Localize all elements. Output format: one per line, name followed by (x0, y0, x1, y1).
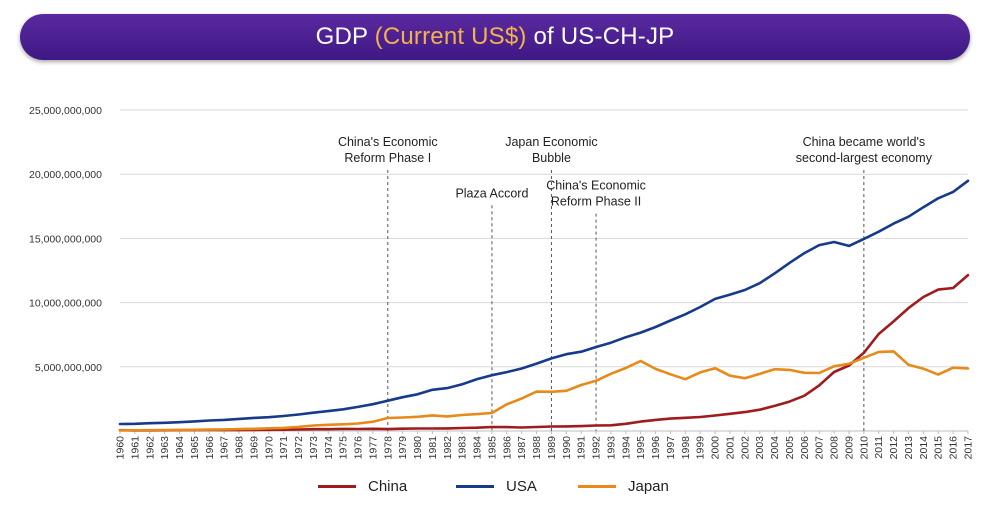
y-tick-label: 15,000,000,000 (29, 233, 102, 245)
title-accent: (Current US$) (374, 23, 527, 50)
x-tick-label: 1964 (174, 436, 186, 460)
x-tick-label: 1989 (546, 436, 558, 460)
x-tick-label: 1985 (486, 436, 498, 460)
x-tick-label: 1983 (457, 436, 469, 460)
annotation-label: China's Economic (546, 179, 646, 193)
x-tick-label: 2014 (918, 436, 930, 460)
legend-label: Japan (628, 478, 669, 495)
y-axis-tick-labels: 5,000,000,000 10,000,000,000 15,000,000,00… (29, 105, 102, 374)
x-tick-label: 1970 (263, 436, 275, 460)
x-tick-label: 1963 (159, 436, 171, 460)
x-tick-label: 1975 (338, 436, 350, 460)
x-tick-label: 1972 (293, 436, 305, 460)
series-lines (118, 179, 970, 432)
x-tick-label: 1996 (650, 436, 662, 460)
legend-item-china: China (318, 478, 407, 495)
x-tick-label: 2016 (948, 436, 960, 460)
x-tick-label: 2005 (784, 436, 796, 460)
series-line-china (118, 273, 970, 432)
series-line-japan (118, 350, 970, 432)
x-tick-label: 2011 (873, 436, 885, 459)
annotation-label: second-largest economy (796, 151, 933, 165)
legend-swatch (318, 485, 356, 488)
x-tick-label: 1994 (620, 436, 632, 460)
x-tick-label: 1969 (248, 436, 260, 460)
annotation-label: China's Economic (338, 135, 438, 149)
chart-legend: China USA Japan (0, 478, 1000, 498)
x-tick-label: 1992 (591, 436, 603, 460)
line-chart: 5,000,000,000 10,000,000,000 15,000,000,00… (29, 105, 975, 459)
annotation-label: Japan Economic (505, 135, 597, 149)
legend-label: China (368, 478, 408, 495)
x-tick-label: 1986 (501, 436, 513, 460)
x-tick-label: 2008 (829, 436, 841, 460)
annotation-label: China became world's (803, 135, 926, 149)
x-tick-label: 2001 (724, 436, 736, 460)
x-tick-label: 1979 (397, 436, 409, 460)
x-tick-label: 1973 (308, 436, 320, 460)
y-tick-label: 20,000,000,000 (29, 169, 102, 181)
x-tick-label: 1965 (189, 436, 201, 460)
x-tick-label: 1962 (144, 436, 156, 460)
legend-swatch (578, 485, 616, 488)
x-tick-label: 1968 (234, 436, 246, 460)
x-tick-label: 2012 (888, 436, 900, 460)
x-tick-label: 1988 (531, 436, 543, 460)
x-tick-label: 2000 (710, 436, 722, 460)
series-line-usa (118, 179, 970, 426)
annotation-label: Reform Phase II (551, 195, 641, 209)
x-tick-label: 2015 (933, 436, 945, 460)
x-tick-label: 2013 (903, 436, 915, 460)
x-tick-label: 1987 (516, 436, 528, 460)
y-tick-label: 25,000,000,000 (29, 105, 102, 117)
annotations: China's Economic Reform Phase I Plaza Acco… (338, 135, 933, 431)
x-tick-label: 1982 (442, 436, 454, 460)
x-axis-tick-labels: 1960 1961 1962 1963 1964 1965 1966 1967 1968 1969… (115, 431, 975, 459)
x-tick-label: 1995 (635, 436, 647, 460)
annotation-label: Bubble (532, 151, 571, 165)
x-tick-label: 1999 (695, 436, 707, 460)
x-tick-label: 1966 (204, 436, 216, 460)
x-tick-label: 1993 (605, 436, 617, 460)
x-tick-label: 1967 (219, 436, 231, 460)
x-tick-label: 2007 (814, 436, 826, 460)
x-tick-label: 1990 (561, 436, 573, 460)
annotation-label: Reform Phase I (344, 151, 431, 165)
x-tick-label: 1971 (278, 436, 290, 460)
x-tick-label: 2004 (769, 436, 781, 460)
x-tick-label: 1976 (353, 436, 365, 460)
y-tick-label: 5,000,000,000 (35, 362, 102, 374)
x-tick-label: 1974 (323, 436, 335, 460)
x-tick-label: 1991 (576, 436, 588, 460)
title-suffix: of US-CH-JP (526, 23, 675, 50)
x-tick-label: 1984 (472, 436, 484, 460)
x-tick-label: 1960 (115, 436, 127, 460)
annotation-label: Plaza Accord (455, 186, 528, 200)
y-tick-label: 10,000,000,000 (29, 298, 102, 310)
legend-item-japan: Japan (578, 478, 669, 495)
legend-swatch (456, 485, 494, 488)
chart-title: GDP (Current US$) of US-CH-JP (20, 14, 970, 60)
x-tick-label: 1961 (129, 436, 141, 460)
x-tick-label: 2009 (843, 436, 855, 460)
legend-label: USA (506, 478, 537, 495)
x-tick-label: 2017 (963, 436, 975, 460)
x-tick-label: 1981 (427, 436, 439, 460)
x-tick-label: 2006 (799, 436, 811, 460)
x-tick-label: 2003 (754, 436, 766, 460)
x-tick-label: 2002 (739, 436, 751, 460)
title-prefix: GDP (315, 23, 375, 50)
x-tick-label: 1978 (382, 436, 394, 460)
x-tick-label: 2010 (858, 436, 870, 460)
x-tick-label: 1998 (680, 436, 692, 460)
x-tick-label: 1977 (367, 436, 379, 460)
x-tick-label: 1997 (665, 436, 677, 460)
legend-item-usa: USA (456, 478, 537, 495)
x-tick-label: 1980 (412, 436, 424, 460)
